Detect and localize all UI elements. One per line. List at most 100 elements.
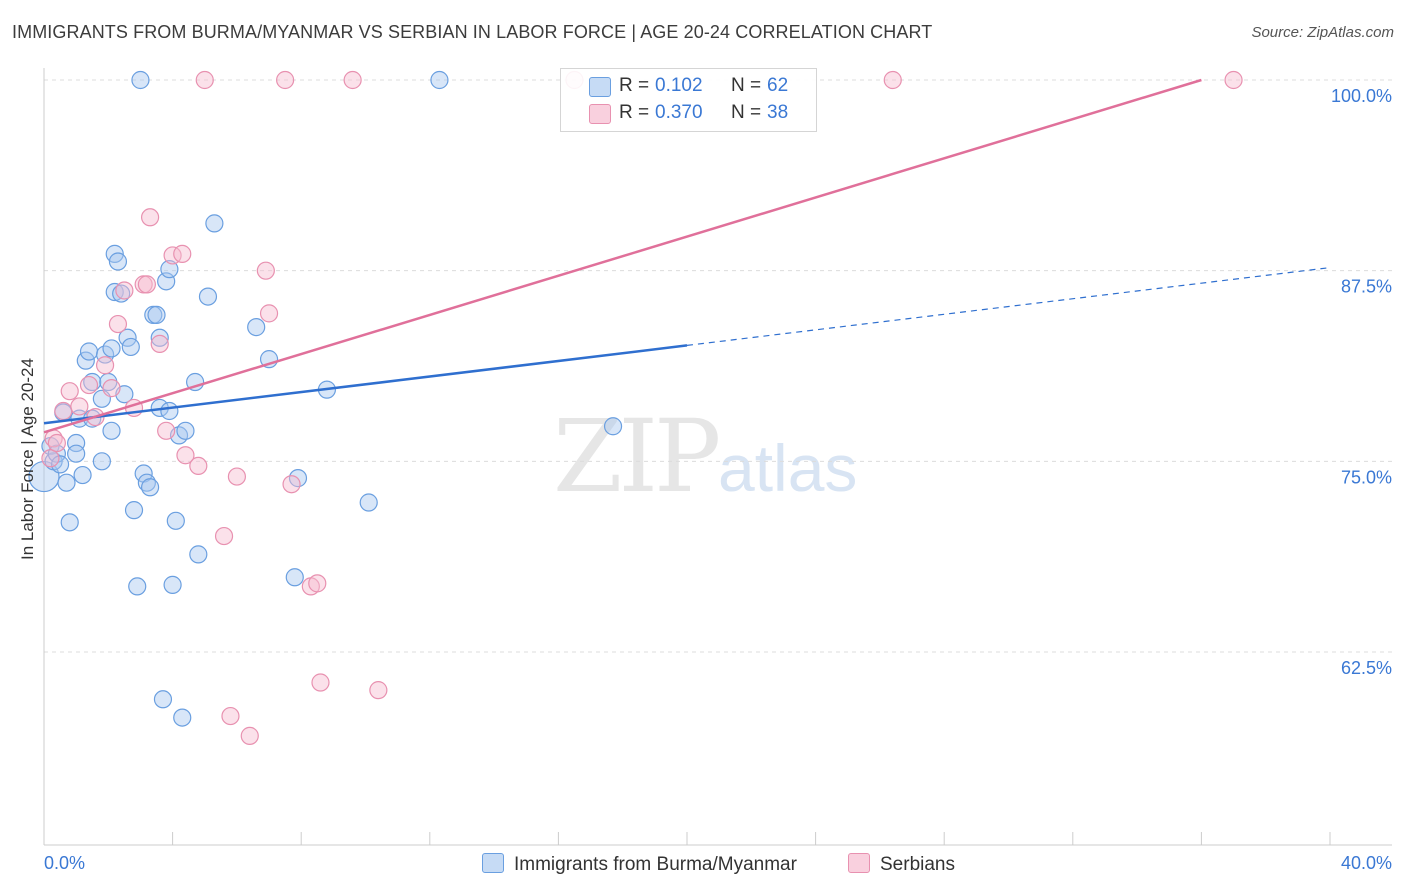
point-serbian-38 <box>1224 70 1243 90</box>
point-serbian-35 <box>369 681 388 700</box>
point-burma-13 <box>79 342 99 361</box>
legend-n-label: N = <box>731 75 762 96</box>
point-burma-4 <box>50 455 70 474</box>
bottom-legend-label-burma: Immigrants from Burma/Myanmar <box>514 854 797 875</box>
x-tick-label-1: 40.0% <box>1341 853 1392 873</box>
point-serbian-34 <box>343 70 362 90</box>
point-serbian-29 <box>276 70 295 90</box>
bottom-legend-label-serbian: Serbians <box>880 854 955 875</box>
point-burma-59 <box>603 417 623 436</box>
source-label: Source: ZipAtlas.com <box>1251 24 1394 41</box>
legend-n-value-serbian: 38 <box>767 102 789 123</box>
point-burma-58 <box>430 70 449 90</box>
y-tick-label-2: 75.0% <box>1341 467 1392 487</box>
point-burma-49 <box>189 545 208 564</box>
point-burma-36 <box>147 305 166 325</box>
legend-row-serbian: R = 0.370 N = 38 <box>561 100 816 127</box>
point-burma-28 <box>121 337 140 357</box>
point-serbian-20 <box>176 446 195 465</box>
point-burma-29 <box>124 501 144 520</box>
point-burma-21 <box>102 421 121 440</box>
point-serbian-21 <box>189 456 208 476</box>
y-tick-label-0: 100.0% <box>1331 86 1392 106</box>
point-burma-41 <box>160 401 179 421</box>
legend-n-value-burma: 62 <box>767 75 789 96</box>
point-serbian-23 <box>214 526 234 546</box>
point-burma-39 <box>153 690 173 709</box>
point-burma-57 <box>359 493 378 512</box>
point-burma-20 <box>102 339 121 358</box>
point-serbian-3 <box>54 401 73 421</box>
bottom-legend-swatch-burma <box>482 853 504 873</box>
point-serbian-25 <box>227 467 246 486</box>
point-serbian-9 <box>102 379 121 398</box>
legend-r-value-serbian: 0.370 <box>655 102 703 123</box>
point-burma-17 <box>92 452 111 471</box>
point-serbian-15 <box>140 208 160 227</box>
point-serbian-26 <box>240 726 259 745</box>
point-burma-31 <box>131 70 150 90</box>
point-burma-24 <box>108 252 128 271</box>
point-burma-11 <box>73 465 92 485</box>
point-serbian-30 <box>282 475 301 494</box>
point-burma-46 <box>173 708 192 727</box>
point-serbian-6 <box>79 375 99 395</box>
legend-swatch-serbian <box>589 104 611 124</box>
point-serbian-19 <box>173 244 192 263</box>
legend-swatch-burma <box>589 77 611 97</box>
y-tick-label-1: 87.5% <box>1341 277 1392 297</box>
legend-n-label: N = <box>731 102 762 123</box>
point-serbian-0 <box>41 449 60 468</box>
point-burma-43 <box>163 575 182 594</box>
point-burma-50 <box>198 287 218 306</box>
point-burma-34 <box>140 478 160 497</box>
x-tick-label-0: 0.0% <box>44 853 85 873</box>
point-burma-47 <box>176 421 195 440</box>
point-serbian-5 <box>70 397 89 416</box>
bottom-legend-swatch-serbian <box>848 853 870 873</box>
y-axis-label: In Labor Force | Age 20-24 <box>18 358 37 560</box>
point-serbian-2 <box>47 433 66 453</box>
point-serbian-27 <box>256 261 275 280</box>
trendline-burma <box>43 344 688 425</box>
point-serbian-16 <box>150 334 169 353</box>
point-serbian-22 <box>195 70 214 90</box>
point-serbian-4 <box>60 382 79 401</box>
bottom-legend-burma: Immigrants from Burma/Myanmar <box>482 853 797 876</box>
legend-r-label: R = <box>619 75 650 96</box>
watermark-atlas: atlas <box>718 431 858 505</box>
point-serbian-37 <box>883 70 902 90</box>
point-serbian-8 <box>95 356 115 375</box>
point-burma-38 <box>150 328 169 347</box>
bottom-legend-serbian: Serbians <box>848 853 955 876</box>
point-serbian-33 <box>311 673 330 692</box>
chart-title: IMMIGRANTS FROM BURMA/MYANMAR VS SERBIAN… <box>12 22 933 42</box>
point-burma-8 <box>67 433 86 453</box>
point-burma-52 <box>247 318 266 337</box>
legend-r-value-burma: 0.102 <box>655 75 703 96</box>
point-burma-7 <box>60 513 79 532</box>
trendline-burma-extension <box>686 267 1331 347</box>
trendline-serbian <box>43 78 1202 434</box>
point-serbian-14 <box>137 275 156 294</box>
point-serbian-17 <box>157 421 176 440</box>
point-burma-25 <box>112 284 131 303</box>
point-burma-30 <box>128 577 147 596</box>
point-serbian-28 <box>259 304 279 323</box>
y-tick-label-3: 62.5% <box>1341 658 1392 678</box>
legend-r-label: R = <box>619 102 650 123</box>
point-burma-44 <box>166 511 185 530</box>
point-burma-9 <box>67 444 86 463</box>
point-serbian-10 <box>108 314 128 334</box>
point-burma-54 <box>285 568 304 587</box>
point-burma-51 <box>205 214 224 233</box>
legend-row-burma: R = 0.102 N = 62 <box>561 73 816 100</box>
correlation-legend: R = 0.102 N = 62 R = 0.370 N = 38 <box>560 68 817 132</box>
point-serbian-11 <box>115 281 134 300</box>
point-burma-15 <box>83 372 102 392</box>
point-burma-42 <box>160 260 179 279</box>
point-serbian-32 <box>308 574 327 593</box>
point-burma-6 <box>57 473 76 492</box>
watermark-zip: ZIP <box>553 398 721 515</box>
